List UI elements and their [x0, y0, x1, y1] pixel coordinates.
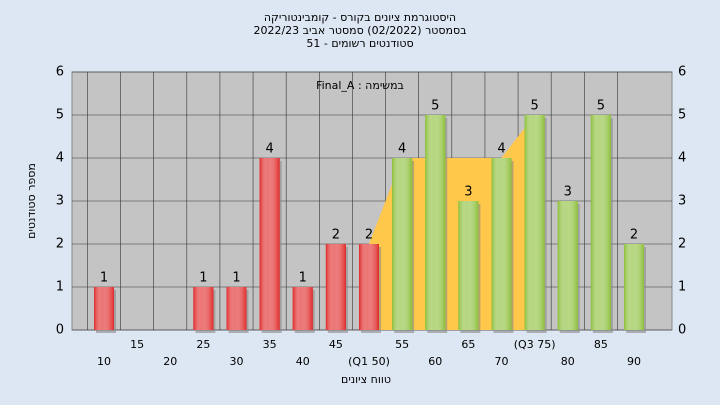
x-tick-label: 40: [296, 355, 310, 368]
y-tick-label: 3: [56, 194, 64, 209]
y-tick-label: 6: [678, 65, 686, 80]
value-label: 1: [232, 271, 240, 286]
y-tick-label: 1: [678, 280, 686, 295]
chart-title: היסטוגרמת ציונים בקורס - קומבינטוריקה: [264, 11, 456, 24]
bar-shine: [524, 115, 545, 330]
y-tick-label: 0: [56, 323, 64, 338]
value-label: 5: [530, 99, 538, 114]
value-label: 4: [398, 142, 406, 157]
bar-shine: [292, 287, 313, 330]
x-tick-label: 15: [130, 338, 144, 351]
bar-shine: [425, 115, 446, 330]
bar-shine: [590, 115, 611, 330]
x-tick-label: 10: [97, 355, 111, 368]
x-tick-label: 30: [230, 355, 244, 368]
y-tick-label: 2: [56, 237, 64, 252]
x-tick-label: 70: [495, 355, 509, 368]
value-label: 5: [597, 99, 605, 114]
x-tick-label: 55: [395, 338, 409, 351]
value-label: 4: [497, 142, 505, 157]
value-label: 1: [299, 271, 307, 286]
bar-shine: [491, 158, 512, 330]
bar-shine: [325, 244, 346, 330]
x-tick-label: 20: [163, 355, 177, 368]
y-tick-label: 5: [678, 108, 686, 123]
x-tick-label: 25: [196, 338, 210, 351]
x-tick-label: 80: [561, 355, 575, 368]
y-tick-label: 1: [56, 280, 64, 295]
x-tick-label: 60: [428, 355, 442, 368]
annotation: Final_A : במשימה: [316, 79, 404, 92]
value-label: 2: [630, 228, 638, 243]
value-label: 1: [199, 271, 207, 286]
bar-shine: [359, 244, 379, 330]
bar-shine: [624, 244, 644, 330]
value-label: 2: [365, 228, 373, 243]
value-label: 4: [265, 142, 273, 157]
bar-shine: [392, 158, 413, 330]
y-tick-label: 2: [678, 237, 686, 252]
bar-shine: [226, 287, 247, 330]
bar-shine: [458, 201, 479, 330]
x-tick-label: (Q3 75): [514, 338, 556, 351]
bar-shine: [259, 158, 280, 330]
y-tick-label: 3: [678, 194, 686, 209]
bar-shine: [94, 287, 114, 330]
chart-subtitle: בסמסטר (02/2022) סמסטר אביב 2022/23: [253, 24, 466, 37]
value-label: 2: [332, 228, 340, 243]
y-axis-label: מספר סטודנטים: [25, 163, 38, 239]
value-label: 5: [431, 99, 439, 114]
value-label: 3: [464, 185, 472, 200]
chart-subtitle: סטודנטים רשומים - 51: [306, 37, 413, 50]
y-tick-label: 5: [56, 108, 64, 123]
y-tick-label: 6: [56, 65, 64, 80]
x-tick-label: 90: [627, 355, 641, 368]
y-tick-label: 0: [678, 323, 686, 338]
bar-shine: [557, 201, 578, 330]
y-tick-label: 4: [678, 151, 686, 166]
value-label: 1: [100, 271, 108, 286]
bar-shine: [193, 287, 214, 330]
value-label: 3: [564, 185, 572, 200]
x-tick-label: 35: [263, 338, 277, 351]
x-tick-label: (Q1 50): [348, 355, 390, 368]
x-tick-label: 45: [329, 338, 343, 351]
x-tick-label: 85: [594, 338, 608, 351]
x-axis-label: טווח ציונים: [341, 373, 391, 386]
x-tick-label: 65: [461, 338, 475, 351]
y-tick-label: 4: [56, 151, 64, 166]
